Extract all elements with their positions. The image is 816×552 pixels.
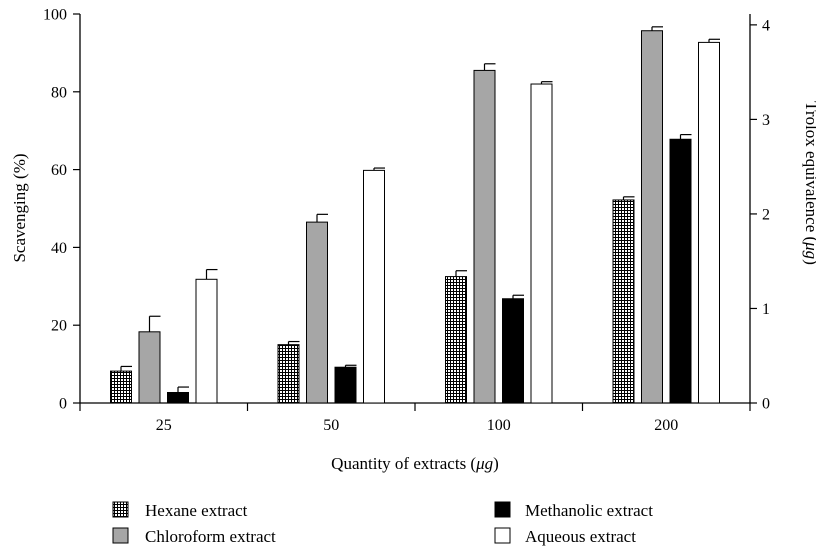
y2-tick-label-2: 2 [762,206,770,223]
y2-tick-label-4: 4 [762,17,770,34]
y2-tick-label-0: 0 [762,396,770,413]
bar-aqueous-25 [195,278,218,404]
y-tick-label-0: 0 [59,396,67,413]
bar-aqueous-50 [363,169,385,404]
x-tick-label-200: 200 [654,417,678,434]
bar-hexane-100 [445,276,467,404]
y-tick-label-60: 60 [51,162,67,179]
legend: Hexane extract Chloroform extract Methan… [112,501,653,546]
bar-chloroform-25 [138,331,161,404]
bar-hexane-50 [277,344,300,404]
x-tick-label-100: 100 [487,417,511,434]
y-tick-label-80: 80 [51,84,67,101]
bar-aqueous-200 [698,41,720,404]
x-tick-label-50: 50 [323,417,339,434]
y2-tick-label-1: 1 [762,301,770,318]
y-tick-label-20: 20 [51,318,67,335]
bar-methanolic-100 [502,298,524,404]
bar-hexane-25 [110,370,132,404]
bar-hexane-200 [612,199,635,404]
bar-chloroform-100 [473,69,496,404]
legend-swatch-aqueous [494,527,511,544]
bars-layer [110,26,720,404]
y-ticks-left: 0 20 40 60 80 100 [43,7,80,413]
legend-item-hexane: Hexane extract [112,501,248,520]
bar-aqueous-100 [530,83,553,404]
legend-label-aqueous: Aqueous extract [525,527,636,546]
legend-item-chloroform: Chloroform extract [112,527,276,546]
bar-methanolic-200 [669,138,692,404]
legend-label-chloroform: Chloroform extract [145,527,276,546]
y-tick-label-100: 100 [43,7,67,24]
x-ticks: 25 50 100 200 [79,403,751,434]
legend-swatch-methanolic [494,501,511,518]
x-tick-label-25: 25 [156,417,172,434]
y2-axis-title: Trolox equivalence (μg) [802,101,816,265]
bar-methanolic-25 [167,391,189,404]
legend-swatch-chloroform [112,527,129,544]
y-tick-label-40: 40 [51,240,67,257]
y-ticks-right: 0 1 2 3 4 [750,17,770,413]
legend-item-aqueous: Aqueous extract [494,527,636,546]
y-axis-title: Scavenging (%) [10,153,29,262]
x-axis-title: Quantity of extracts (μg) [331,454,499,473]
legend-label-hexane: Hexane extract [145,501,248,520]
legend-label-methanolic: Methanolic extract [525,501,653,520]
legend-swatch-hexane [112,501,129,518]
legend-item-methanolic: Methanolic extract [494,501,653,520]
bar-chloroform-50 [306,221,328,404]
y2-tick-label-3: 3 [762,112,770,129]
bar-methanolic-50 [334,366,357,404]
bar-chloroform-200 [641,30,663,404]
